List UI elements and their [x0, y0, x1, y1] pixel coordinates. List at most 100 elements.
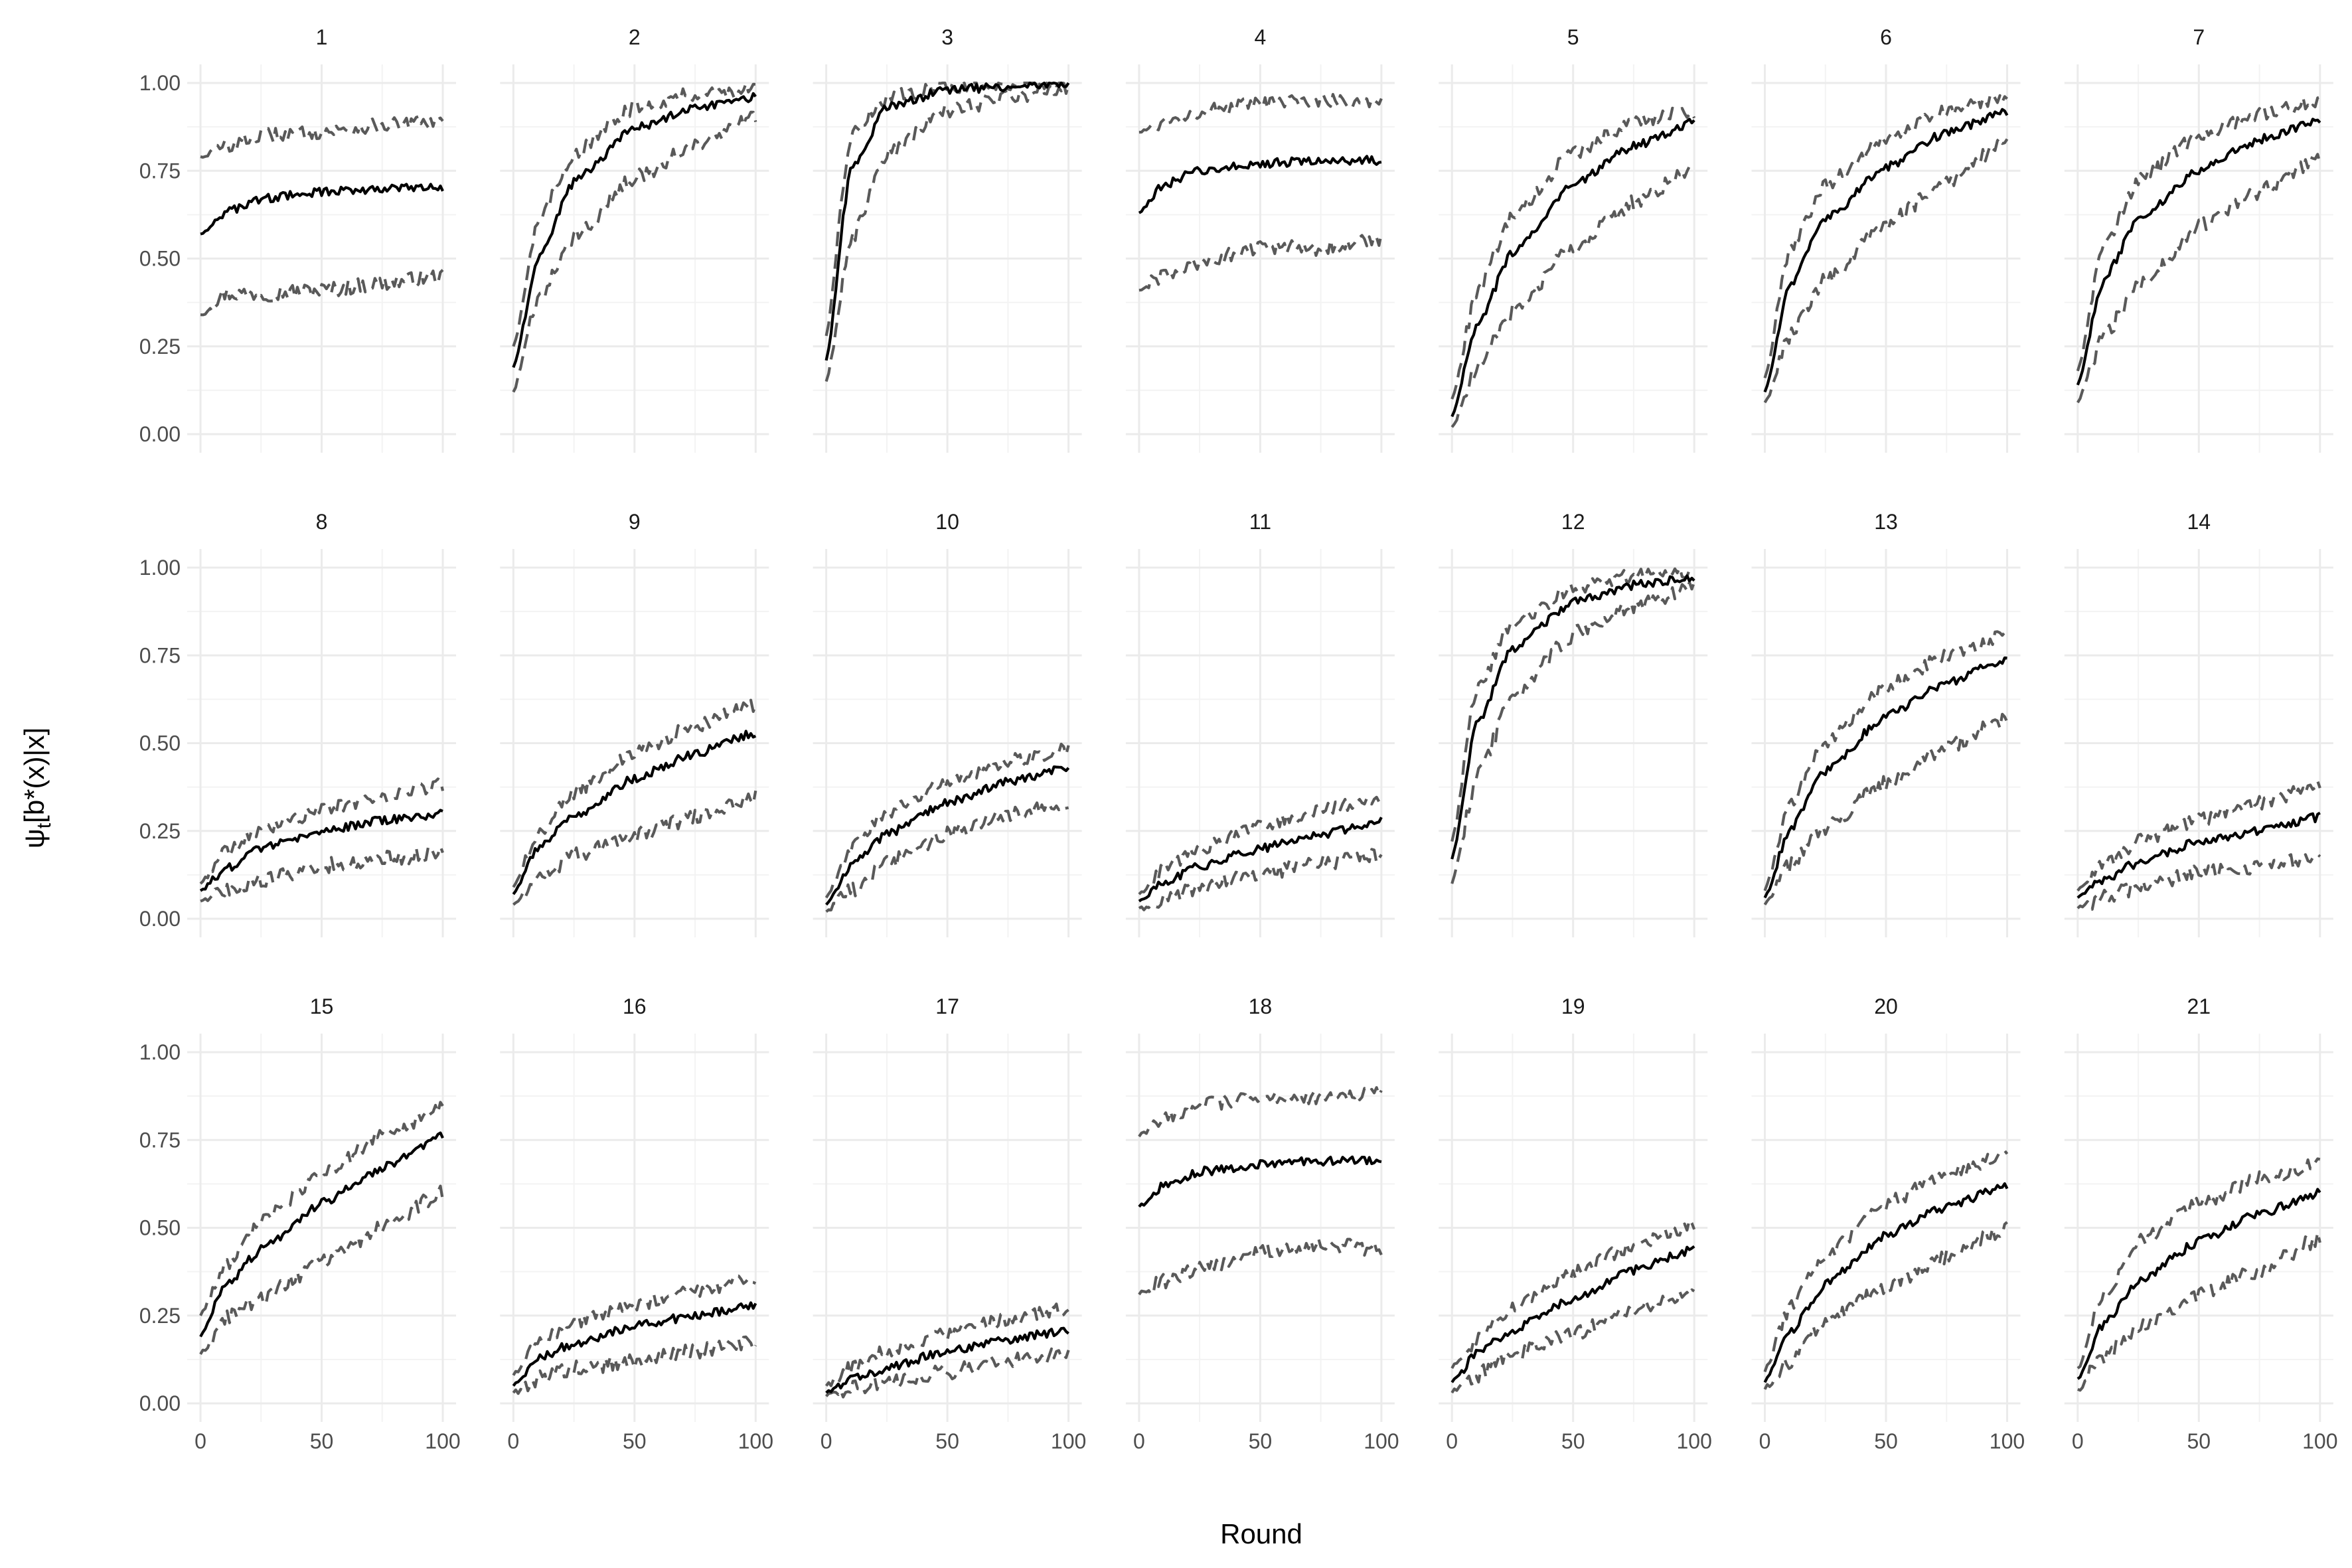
series-upper-bound [200, 115, 444, 159]
panel-title: 16 [623, 994, 647, 1018]
series-upper-bound [824, 742, 1070, 899]
panel-title: 14 [2187, 510, 2211, 534]
series-upper-bound [512, 698, 757, 888]
y-tick-label: 1.00 [139, 71, 181, 95]
panel-6: 6 [1751, 25, 2021, 453]
series-estimate [200, 183, 444, 236]
panel-title: 11 [1249, 510, 1271, 534]
series-estimate [1450, 574, 1695, 860]
x-tick-label: 100 [1677, 1429, 1712, 1453]
panel-11: 11 [1125, 510, 1395, 937]
panel-title: 20 [1874, 994, 1898, 1018]
panel-5: 5 [1439, 25, 1708, 453]
panel-16: 16 0 50 100 [500, 994, 773, 1453]
series-lower-bound [825, 1347, 1070, 1399]
series-estimate [825, 1326, 1069, 1394]
panel-4: 4 [1125, 25, 1395, 453]
panel-title: 5 [1567, 25, 1579, 49]
y-tick-label: 0.75 [139, 159, 181, 183]
panel-20: 20 0 50 100 [1751, 994, 2025, 1453]
y-axis-title-psi: ψ [19, 828, 50, 848]
series-upper-bound [2077, 1157, 2321, 1370]
series-estimate [1763, 656, 2007, 899]
panel-21: 21 0 50 100 [2064, 994, 2337, 1453]
y-tick-label: 0.50 [139, 247, 181, 271]
panel-1: 1 0.00 0.25 0.50 0.75 1.00 [139, 25, 456, 453]
panel-title: 3 [941, 25, 953, 49]
y-tick-label: 0.50 [139, 732, 181, 755]
panel-title: 9 [629, 510, 641, 534]
x-tick-label: 0 [1133, 1429, 1145, 1453]
panel-title: 18 [1249, 994, 1273, 1018]
series-estimate [512, 1301, 757, 1387]
x-tick-label: 100 [425, 1429, 460, 1453]
panel-2: 2 [500, 25, 769, 453]
series-estimate [1450, 1245, 1695, 1383]
series-lower-bound [1763, 1221, 2008, 1390]
y-axis-title: ψt[b*(x)|x] [19, 728, 55, 848]
panel-15: 15 0.00 0.25 0.50 0.75 1.00 0 50 100 [139, 994, 461, 1453]
panel-18: 18 0 50 100 [1125, 994, 1399, 1453]
series-upper-bound [2076, 96, 2321, 372]
x-tick-label: 50 [1249, 1429, 1273, 1453]
series-lower-bound [2077, 153, 2321, 404]
series-upper-bound [1138, 1086, 1383, 1138]
series-estimate [199, 1131, 444, 1338]
series-lower-bound [1450, 580, 1696, 884]
series-upper-bound [1138, 93, 1383, 134]
y-axis-title-subscript: t [33, 823, 55, 828]
series-upper-bound [199, 777, 445, 885]
series-lower-bound [512, 110, 757, 393]
x-axis-title: Round [1220, 1518, 1302, 1549]
series-estimate [1763, 108, 2009, 393]
panel-title: 12 [1561, 510, 1585, 534]
y-axis-title-bracket: [b*(x)|x] [19, 728, 50, 823]
y-tick-label: 0.75 [139, 643, 181, 667]
x-tick-label: 100 [1364, 1429, 1399, 1453]
x-tick-label: 0 [195, 1429, 206, 1453]
x-tick-label: 100 [1990, 1429, 2025, 1453]
x-tick-label: 50 [1874, 1429, 1898, 1453]
panel-14: 14 [2064, 510, 2333, 937]
series-upper-bound [1763, 627, 2009, 892]
series-estimate [2076, 118, 2321, 386]
panel-grid: 1 0.00 0.25 0.50 0.75 1.00 2 3 4 5 6 7 8 0.00 0.25 0.50… [139, 25, 2338, 1453]
y-tick-label: 0.00 [139, 422, 181, 446]
panel-17: 17 0 50 100 [813, 994, 1086, 1453]
series-estimate [1138, 155, 1382, 214]
panel-19: 19 0 50 100 [1439, 994, 1712, 1453]
panel-title: 4 [1255, 25, 1267, 49]
panel-title: 2 [629, 25, 641, 49]
series-estimate [199, 809, 443, 892]
panel-title: 6 [1880, 25, 1892, 49]
series-lower-bound [199, 1184, 445, 1355]
series-lower-bound [200, 269, 444, 317]
series-lower-bound [1138, 848, 1383, 911]
panel-12: 12 [1439, 510, 1708, 937]
x-tick-label: 50 [1561, 1429, 1585, 1453]
series-lower-bound [200, 845, 444, 903]
series-lower-bound [1138, 232, 1383, 292]
series-lower-bound [2077, 1231, 2321, 1392]
x-tick-label: 50 [310, 1429, 334, 1453]
x-tick-label: 0 [1446, 1429, 1458, 1453]
y-tick-label: 1.00 [139, 556, 181, 580]
panel-title: 1 [316, 25, 328, 49]
y-tick-label: 0.75 [139, 1128, 181, 1152]
series-upper-bound [1763, 1149, 2009, 1373]
panel-title: 19 [1561, 994, 1585, 1018]
panel-title: 21 [2187, 994, 2211, 1018]
x-tick-label: 0 [1759, 1429, 1771, 1453]
series-lower-bound [1138, 1237, 1383, 1296]
y-tick-label: 0.50 [139, 1216, 181, 1240]
x-tick-label: 100 [2302, 1429, 2337, 1453]
panel-title: 17 [935, 994, 959, 1018]
series-upper-bound [1138, 795, 1383, 896]
panel-title: 8 [316, 510, 328, 534]
y-tick-label: 0.25 [139, 1304, 181, 1328]
series-lower-bound [1450, 165, 1695, 428]
panel-10: 10 [813, 510, 1082, 937]
series-lower-bound [2077, 852, 2321, 911]
panel-9: 9 [500, 510, 769, 937]
